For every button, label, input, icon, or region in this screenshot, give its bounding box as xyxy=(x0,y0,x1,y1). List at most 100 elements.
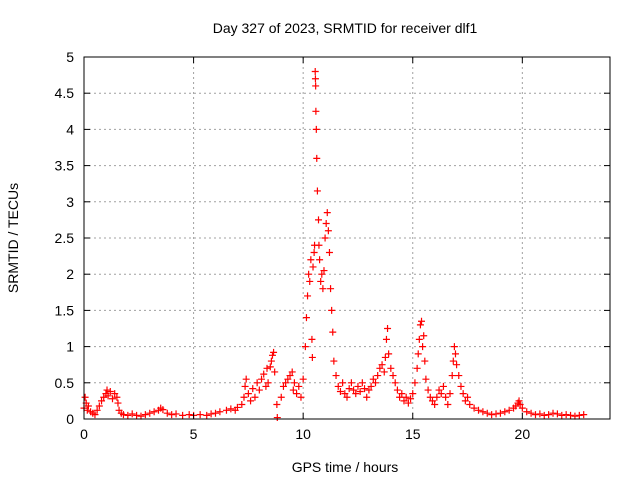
y-tick-label: 0.5 xyxy=(55,375,75,391)
data-point xyxy=(318,270,326,278)
data-point xyxy=(150,408,158,416)
data-point xyxy=(306,277,314,285)
data-point xyxy=(288,368,296,376)
data-point xyxy=(567,411,575,419)
data-point xyxy=(457,382,465,390)
data-point xyxy=(242,375,250,383)
data-point xyxy=(350,386,358,394)
data-point xyxy=(424,386,432,394)
data-point xyxy=(247,397,255,405)
data-point xyxy=(111,390,119,398)
data-point xyxy=(270,348,278,356)
data-point xyxy=(418,317,426,325)
data-point xyxy=(114,399,122,407)
data-point xyxy=(558,411,566,419)
data-point xyxy=(104,392,112,400)
data-point xyxy=(284,375,292,383)
data-point xyxy=(163,409,171,417)
data-point xyxy=(255,386,263,394)
data-point xyxy=(459,390,467,398)
data-point xyxy=(108,395,116,403)
data-point xyxy=(422,375,430,383)
data-point xyxy=(227,405,235,413)
data-point xyxy=(536,410,544,418)
data-point xyxy=(428,397,436,405)
data-point xyxy=(371,379,379,387)
data-point xyxy=(448,372,456,380)
data-point xyxy=(580,411,588,419)
data-point xyxy=(308,335,316,343)
y-axis-label: SRMTID / TECUs xyxy=(5,183,21,293)
data-point xyxy=(279,382,287,390)
data-point xyxy=(400,397,408,405)
data-point xyxy=(297,393,305,401)
data-point xyxy=(258,375,266,383)
data-point xyxy=(238,401,246,409)
data-point xyxy=(100,393,108,401)
data-point xyxy=(286,372,294,380)
data-point xyxy=(84,402,92,410)
data-point xyxy=(212,409,219,417)
x-tick-label: 5 xyxy=(190,426,198,442)
data-point xyxy=(540,411,548,419)
data-point xyxy=(319,285,327,293)
chart-title: Day 327 of 2023, SRMTID for receiver dlf… xyxy=(213,20,478,36)
x-axis: 0 5 10 15 20 xyxy=(80,57,530,442)
data-point xyxy=(575,411,583,419)
data-point xyxy=(402,393,410,401)
data-point xyxy=(354,382,362,390)
data-point xyxy=(325,248,333,256)
data-point xyxy=(293,390,301,398)
data-point xyxy=(207,410,215,418)
data-point xyxy=(413,364,421,372)
data-point xyxy=(317,277,325,285)
y-tick-label: 3 xyxy=(66,194,74,210)
data-point xyxy=(91,411,99,419)
data-point xyxy=(81,393,89,401)
data-point xyxy=(328,306,336,314)
data-point xyxy=(545,411,553,419)
data-point xyxy=(407,395,415,403)
data-point xyxy=(356,387,364,395)
data-point xyxy=(251,393,259,401)
data-point xyxy=(369,375,377,383)
data-point xyxy=(282,379,290,387)
data-point xyxy=(464,393,472,401)
data-point xyxy=(262,382,270,390)
data-point xyxy=(382,335,390,343)
y-tick-label: 2 xyxy=(66,266,74,282)
data-point xyxy=(196,411,204,419)
data-point xyxy=(83,406,91,414)
data-point xyxy=(263,364,271,372)
x-tick-label: 15 xyxy=(405,426,421,442)
data-point xyxy=(339,379,347,387)
data-point xyxy=(222,406,230,414)
x-tick-label: 0 xyxy=(80,426,88,442)
data-point xyxy=(273,414,281,422)
data-point xyxy=(387,364,395,372)
data-point xyxy=(295,382,303,390)
x-tick-label: 20 xyxy=(515,426,531,442)
data-point xyxy=(172,410,180,418)
data-point xyxy=(307,256,315,264)
data-point xyxy=(113,393,121,401)
data-point xyxy=(311,75,319,83)
data-point xyxy=(313,187,321,195)
data-point xyxy=(449,357,457,365)
data-point xyxy=(312,82,320,90)
data-point xyxy=(216,408,224,416)
data-point xyxy=(329,328,337,336)
data-point xyxy=(518,404,526,412)
data-point xyxy=(516,401,524,409)
data-point xyxy=(361,385,369,393)
data-point xyxy=(380,368,388,376)
data-point xyxy=(492,410,500,418)
data-point xyxy=(531,411,539,419)
data-points xyxy=(80,67,588,422)
data-point xyxy=(374,372,382,380)
data-point xyxy=(141,411,149,419)
data-point xyxy=(240,393,248,401)
data-point xyxy=(419,343,427,351)
data-point xyxy=(376,364,384,372)
